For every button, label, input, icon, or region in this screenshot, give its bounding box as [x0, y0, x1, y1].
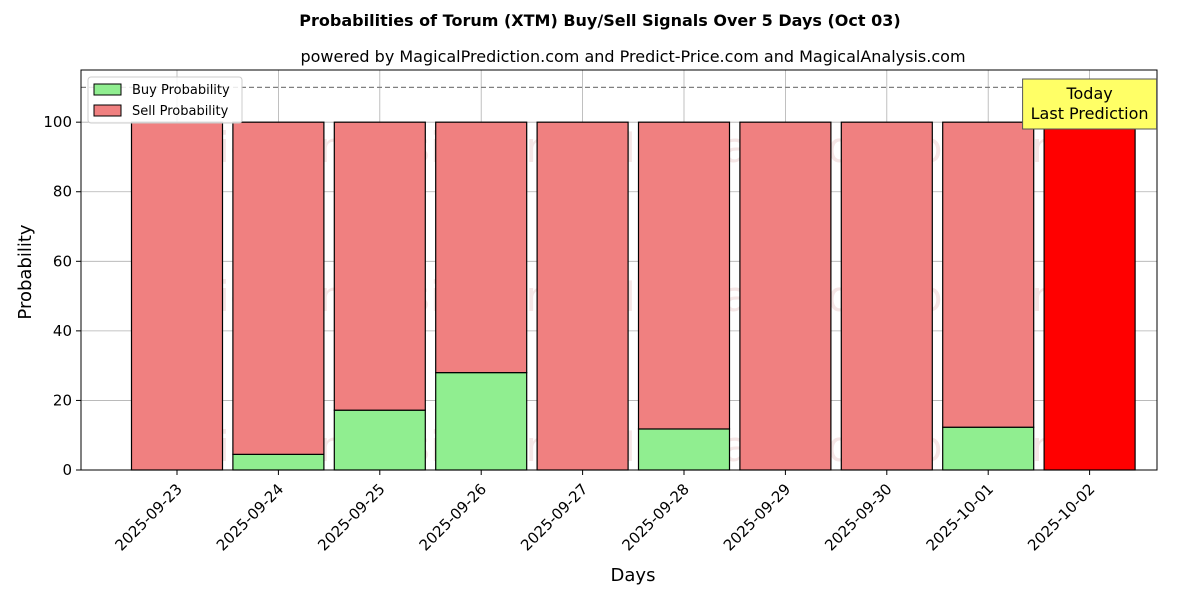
x-tick-label: 2025-09-28: [618, 480, 692, 554]
y-tick-label: 80: [53, 183, 72, 201]
y-tick-label: 20: [53, 391, 72, 409]
x-tick-label: 2025-09-29: [720, 480, 794, 554]
y-tick-label: 60: [53, 252, 72, 270]
bar-buy-2025-09-25: [333, 409, 426, 471]
bar-buy-2025-09-24: [232, 453, 325, 471]
bar-sell-2025-09-26: [435, 121, 528, 374]
bar-buy-2025-10-01: [942, 426, 1035, 471]
annotation-box: [1022, 78, 1158, 130]
x-tick-label: 2025-09-26: [416, 480, 490, 554]
plot-frame: [80, 69, 1158, 471]
y-tick-label: 100: [43, 113, 72, 131]
x-tick-label: 2025-09-24: [213, 480, 287, 554]
x-tick-label: 2025-10-01: [923, 480, 997, 554]
annotation-line: Today: [1065, 84, 1112, 103]
legend: Buy Probability Sell Probability: [87, 76, 243, 124]
bar-sell-2025-09-23: [130, 121, 224, 471]
bar-buy-2025-09-26: [435, 372, 528, 471]
y-tick-label: 0: [62, 461, 72, 479]
y-axis: 0 20 40 60 80 100: [43, 113, 81, 479]
y-axis-label: Probability: [15, 224, 36, 319]
bar-sell-2025-10-02: [1043, 121, 1136, 471]
bar-buy-2025-09-28: [637, 428, 731, 471]
bar-sell-2025-09-25: [333, 121, 426, 411]
bar-sell-2025-10-01: [942, 121, 1035, 428]
x-tick-label: 2025-09-30: [821, 480, 895, 554]
legend-label: Buy Probability: [132, 83, 230, 98]
x-tick-label: 2025-09-25: [314, 480, 388, 554]
bar-sell-2025-09-24: [232, 121, 325, 455]
bar-sell-2025-09-28: [637, 121, 731, 430]
legend-label: Sell Probability: [132, 104, 229, 119]
y-tick-label: 40: [53, 322, 72, 340]
legend-box: [87, 76, 243, 124]
legend-swatch: [93, 83, 122, 96]
bar-sell-2025-09-27: [536, 121, 629, 471]
bars: [130, 121, 1136, 471]
bar-sell-2025-09-29: [739, 121, 832, 471]
chart-subtitle: powered by MagicalPrediction.com and Pre…: [300, 47, 965, 66]
chart-title: Probabilities of Torum (XTM) Buy/Sell Si…: [299, 11, 900, 30]
bar-sell-2025-09-30: [840, 121, 933, 471]
x-tick-label: 2025-09-27: [517, 480, 591, 554]
x-axis-label: Days: [611, 565, 656, 586]
x-tick-label: 2025-09-23: [111, 480, 185, 554]
x-tick-label: 2025-10-02: [1024, 480, 1098, 554]
legend-swatch: [93, 104, 122, 117]
annotation-line: Last Prediction: [1031, 104, 1149, 123]
x-axis: 2025-09-23 2025-09-24 2025-09-25 2025-09-26…: [111, 470, 1098, 554]
